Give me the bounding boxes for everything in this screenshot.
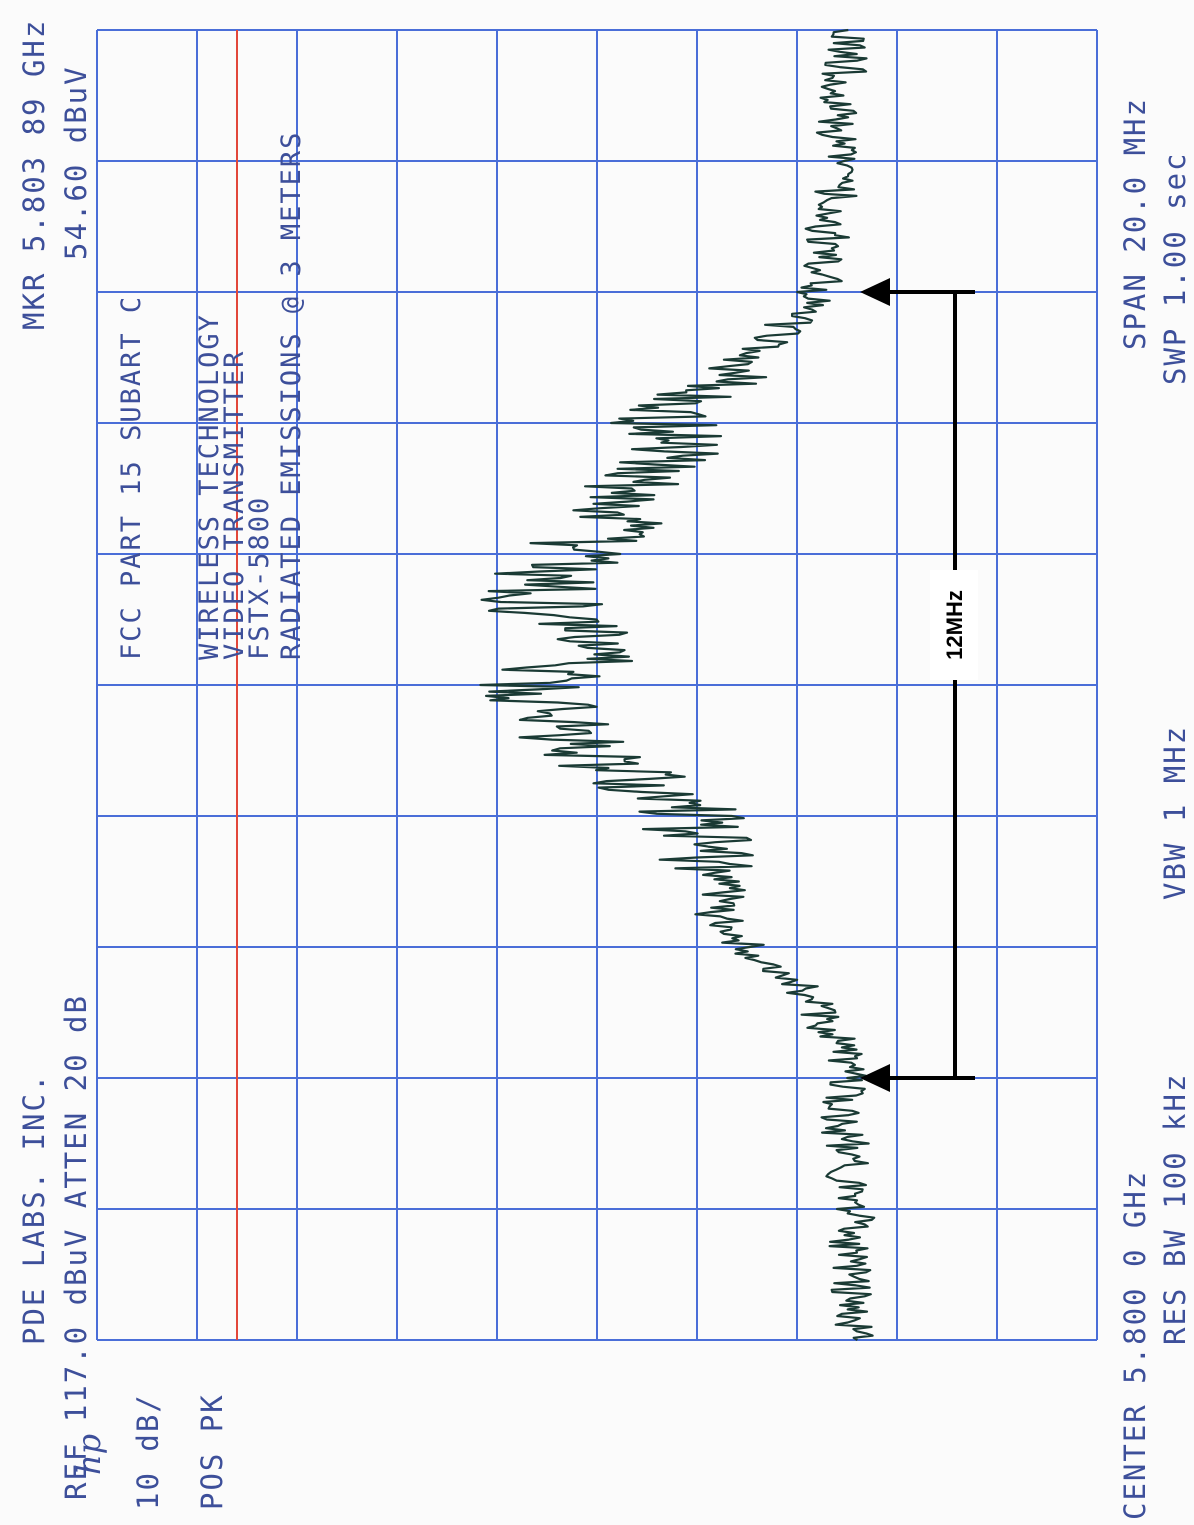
note-line1: FCC PART 15 SUBART C [116,295,147,660]
header-ref: REF 117.0 dBuV ATTEN 20 dB [59,994,93,1500]
arrow-top [860,278,890,306]
marker-level: 54.60 dBuV [59,65,93,260]
note-line2: WIRELESS TECHNOLOGY [194,313,225,660]
footer-vbw: VBW 1 MHz [1158,725,1192,900]
note-line4: FSTX-5800 [244,496,275,660]
scale-label: 10 dB/ [131,1393,165,1510]
footer-center: CENTER 5.800 0 GHz [1118,1170,1152,1520]
arrow-bottom [860,1064,890,1092]
marker-frequency: MKR 5.803 89 GHz [17,19,51,330]
plot-grid [96,29,1098,1341]
footer-sweep: SWP 1.00 sec [1158,151,1192,385]
footer-rbw: RES BW 100 kHz [1158,1073,1192,1345]
footer-span: SPAN 20.0 MHz [1118,97,1152,350]
label-backdrop [930,570,978,680]
header-company: PDE LABS. INC. [17,1073,51,1345]
detector-label: POS PK [195,1393,229,1510]
note-line5: RADIATED EMISSIONS @ 3 METERS [276,131,307,660]
note-line3: VIDEO TRANSMITTER [219,350,250,660]
spectrum-trace [479,28,876,1341]
bandwidth-label: 12MHz [942,590,967,660]
hp-logo: hp [70,1434,108,1475]
bandwidth-annotation: 12MHz [860,278,978,1092]
